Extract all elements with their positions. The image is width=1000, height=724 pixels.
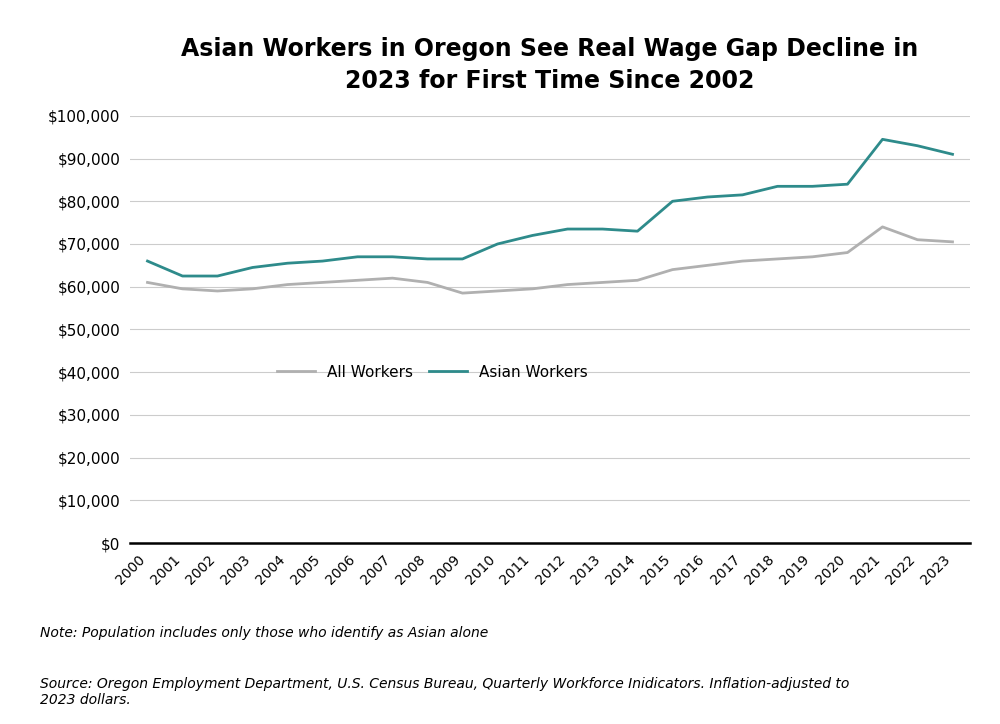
Asian Workers bbox=[316, 257, 328, 266]
Asian Workers bbox=[352, 253, 364, 261]
Asian Workers bbox=[632, 227, 644, 235]
All Workers bbox=[352, 276, 364, 285]
Asian Workers bbox=[386, 253, 398, 261]
Text: Source: Oregon Employment Department, U.S. Census Bureau, Quarterly Workforce In: Source: Oregon Employment Department, U.… bbox=[40, 677, 849, 707]
Asian Workers bbox=[526, 231, 538, 240]
All Workers bbox=[316, 278, 328, 287]
Asian Workers bbox=[596, 224, 608, 233]
Asian Workers bbox=[666, 197, 678, 206]
Text: Note: Population includes only those who identify as Asian alone: Note: Population includes only those who… bbox=[40, 626, 488, 640]
All Workers bbox=[632, 276, 644, 285]
Asian Workers bbox=[772, 182, 784, 190]
Asian Workers bbox=[562, 224, 574, 233]
Line: Asian Workers: Asian Workers bbox=[148, 139, 952, 276]
Asian Workers bbox=[176, 272, 188, 280]
All Workers bbox=[702, 261, 714, 269]
All Workers bbox=[386, 274, 398, 282]
Asian Workers bbox=[492, 240, 503, 248]
Asian Workers bbox=[876, 135, 889, 143]
Asian Workers bbox=[912, 141, 924, 150]
All Workers bbox=[736, 257, 748, 266]
Asian Workers bbox=[842, 180, 854, 188]
All Workers bbox=[806, 253, 818, 261]
All Workers bbox=[246, 285, 258, 293]
All Workers bbox=[142, 278, 154, 287]
Legend: All Workers, Asian Workers: All Workers, Asian Workers bbox=[271, 358, 594, 386]
Asian Workers bbox=[702, 193, 714, 201]
Asian Workers bbox=[946, 150, 958, 159]
All Workers bbox=[526, 285, 538, 293]
Asian Workers bbox=[246, 263, 258, 272]
Asian Workers bbox=[456, 255, 468, 264]
Asian Workers bbox=[422, 255, 434, 264]
All Workers bbox=[876, 222, 889, 231]
All Workers bbox=[666, 265, 678, 274]
Asian Workers bbox=[806, 182, 818, 190]
Asian Workers bbox=[212, 272, 224, 280]
Title: Asian Workers in Oregon See Real Wage Gap Decline in
2023 for First Time Since 2: Asian Workers in Oregon See Real Wage Ga… bbox=[181, 38, 919, 93]
All Workers bbox=[596, 278, 608, 287]
All Workers bbox=[492, 287, 503, 295]
All Workers bbox=[212, 287, 224, 295]
All Workers bbox=[282, 280, 294, 289]
All Workers bbox=[176, 285, 188, 293]
Line: All Workers: All Workers bbox=[148, 227, 952, 293]
All Workers bbox=[456, 289, 468, 298]
All Workers bbox=[422, 278, 434, 287]
All Workers bbox=[562, 280, 574, 289]
All Workers bbox=[912, 235, 924, 244]
All Workers bbox=[842, 248, 854, 257]
All Workers bbox=[772, 255, 784, 264]
Asian Workers bbox=[736, 190, 748, 199]
Asian Workers bbox=[142, 257, 154, 266]
Asian Workers bbox=[282, 259, 294, 268]
All Workers bbox=[946, 237, 958, 246]
